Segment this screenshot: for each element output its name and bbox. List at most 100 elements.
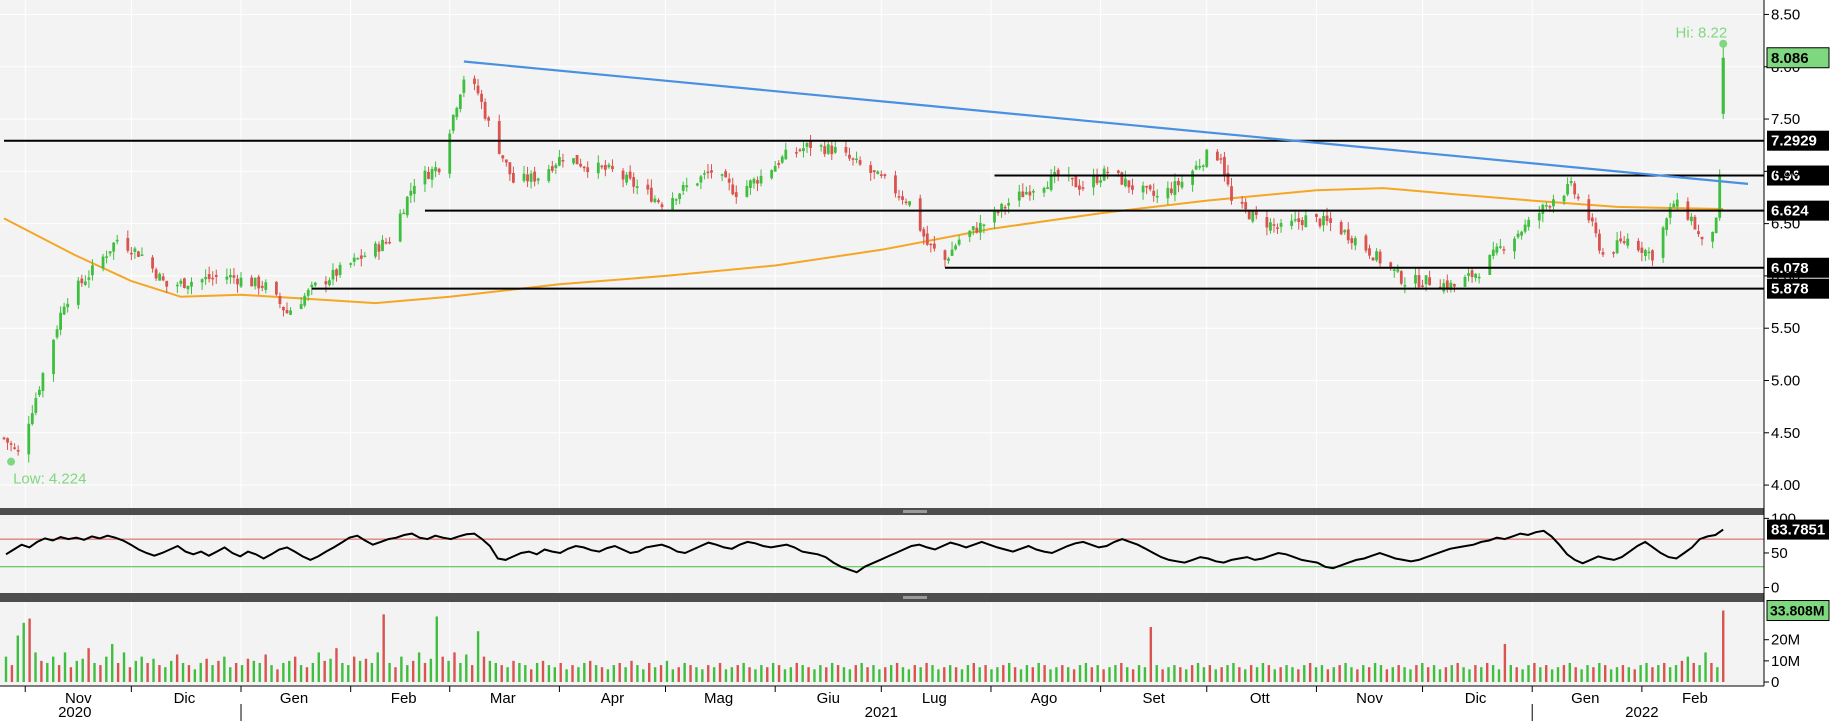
candle-body <box>66 303 70 308</box>
candle-body <box>1120 172 1124 185</box>
volume-bar <box>1391 667 1394 682</box>
volume-bar <box>665 660 669 682</box>
candle-body <box>229 274 232 278</box>
moving-average-series <box>3 187 1724 305</box>
candle-body <box>922 229 926 237</box>
price-panel-background <box>0 0 1764 508</box>
level-label-box <box>1767 130 1829 151</box>
candle-body <box>685 185 689 188</box>
volume-bar <box>1084 662 1088 682</box>
volume-bar <box>258 662 261 682</box>
volume-bar <box>825 667 828 682</box>
candle-body <box>671 197 674 210</box>
volume-bar <box>718 662 722 682</box>
volume-bar <box>583 662 586 682</box>
candle-body <box>1145 185 1149 188</box>
volume-bar <box>1545 665 1548 682</box>
candle-body <box>115 239 119 242</box>
candle-body <box>1619 238 1623 242</box>
candle-body <box>1651 250 1654 261</box>
candle-body <box>1265 217 1269 228</box>
candle-body <box>480 93 483 102</box>
candle-body <box>1078 185 1081 190</box>
volume-y-tick-label: 20M <box>1771 632 1800 649</box>
volume-bar <box>777 665 781 682</box>
candle-body <box>522 173 526 181</box>
candle-body <box>331 269 335 280</box>
volume-bar <box>4 656 8 682</box>
year-label: 2021 <box>865 704 898 721</box>
candle-body <box>1552 199 1555 207</box>
candle-body <box>1251 211 1255 222</box>
candle-body <box>1615 240 1619 254</box>
candle-body <box>437 168 441 173</box>
price-separator-grip[interactable] <box>903 510 927 513</box>
volume-bar <box>1621 665 1625 682</box>
candle-body <box>1201 165 1205 167</box>
candle-body <box>250 277 254 287</box>
volume-bar <box>1521 669 1524 682</box>
candle-body <box>798 149 802 152</box>
candle-body <box>879 174 883 176</box>
volume-bar <box>948 665 952 682</box>
volume-bar <box>1586 665 1589 682</box>
candle-body <box>306 289 310 296</box>
volume-bar <box>1491 665 1495 682</box>
volume-bar <box>1379 665 1383 682</box>
rsi-separator-grip[interactable] <box>903 596 927 599</box>
price-y-tick-label: 7.50 <box>1771 111 1800 128</box>
candle-body <box>547 169 551 182</box>
candle-body <box>625 174 629 183</box>
volume-bar <box>1037 662 1040 682</box>
volume-bar <box>1438 669 1442 682</box>
candle-body <box>749 180 752 189</box>
volume-bar <box>701 669 704 682</box>
candle-body <box>883 174 887 177</box>
volume-bar <box>1025 665 1029 682</box>
candle-body <box>929 243 933 246</box>
candle-body <box>1329 218 1332 223</box>
volume-bar <box>1409 669 1412 682</box>
candle-body <box>409 190 413 196</box>
price-panel-separator[interactable] <box>0 508 1764 515</box>
x-tick-label: Feb <box>1682 690 1708 707</box>
volume-bar <box>1232 662 1235 682</box>
candle-body <box>1665 218 1669 230</box>
volume-bar <box>1503 643 1507 682</box>
x-tick-label: Dic <box>174 690 196 707</box>
moving-average-line <box>3 187 1724 305</box>
volume-bar <box>671 669 675 682</box>
volume-bar <box>140 656 143 682</box>
candle-body <box>451 114 455 131</box>
volume-bar <box>978 667 981 682</box>
volume-bar <box>589 660 592 682</box>
candle-body <box>1131 185 1134 190</box>
volume-value-box <box>1766 600 1830 622</box>
volume-bar <box>1367 667 1371 682</box>
candle-body <box>526 174 529 182</box>
volume-bar <box>305 667 309 682</box>
volume-bar <box>270 665 273 682</box>
candle-body <box>338 264 342 276</box>
volume-bar <box>695 667 698 682</box>
candle-body <box>855 158 858 161</box>
volume-bar <box>1639 665 1642 682</box>
volume-bar <box>712 667 716 682</box>
volume-bar <box>223 656 226 682</box>
candle-body <box>844 146 848 153</box>
volume-bar <box>577 667 580 682</box>
candle-body <box>724 171 728 178</box>
volume-bar <box>1161 669 1164 682</box>
candle-body <box>582 166 586 169</box>
candle-body <box>1095 174 1099 184</box>
volume-bar <box>1704 652 1707 682</box>
volume-bar <box>282 662 285 682</box>
volume-bar <box>1663 662 1666 682</box>
price-y-tick-label: 8.50 <box>1771 6 1800 23</box>
volume-bar <box>842 667 846 682</box>
rsi-panel-separator[interactable] <box>0 593 1764 602</box>
volume-bar <box>1013 667 1017 682</box>
candle-body <box>632 177 636 187</box>
volume-bar <box>1415 665 1418 682</box>
volume-bar <box>1474 665 1477 682</box>
